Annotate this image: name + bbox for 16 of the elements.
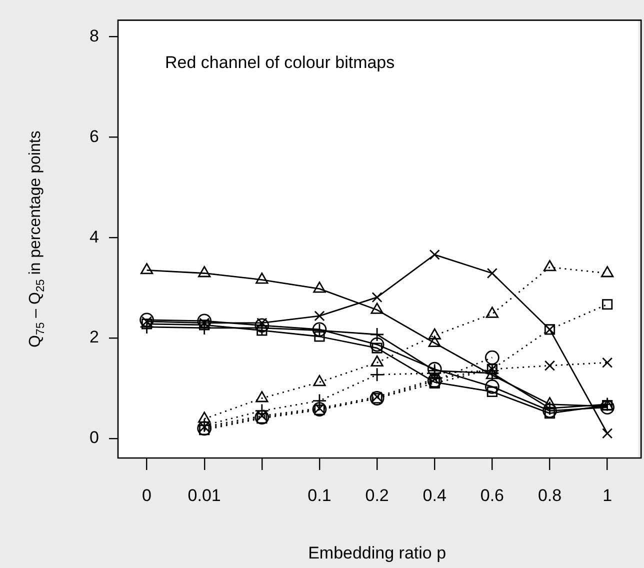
annotation: Red channel of colour bitmaps bbox=[165, 53, 395, 72]
x-tick-label: 0.01 bbox=[188, 486, 221, 505]
y-tick-label: 2 bbox=[90, 328, 99, 347]
x-tick-label: 0.6 bbox=[480, 486, 504, 505]
y-axis-title: Q75 – Q25 in percentage points bbox=[27, 130, 47, 348]
x-tick-label: 0.4 bbox=[422, 486, 446, 505]
x-tick-label: 0.8 bbox=[538, 486, 562, 505]
y-tick-label: 0 bbox=[90, 428, 99, 448]
x-tick-label: 0.2 bbox=[365, 486, 389, 505]
y-tick-label: 4 bbox=[90, 227, 99, 246]
x-axis-title: Embedding ratio p bbox=[308, 543, 446, 562]
y-tick-label: 6 bbox=[90, 126, 99, 146]
y-tick-label: 8 bbox=[90, 26, 99, 46]
x-tick-label: 0.1 bbox=[308, 486, 332, 505]
x-tick-label: 0 bbox=[142, 486, 152, 505]
x-tick-label: 1 bbox=[602, 486, 612, 505]
